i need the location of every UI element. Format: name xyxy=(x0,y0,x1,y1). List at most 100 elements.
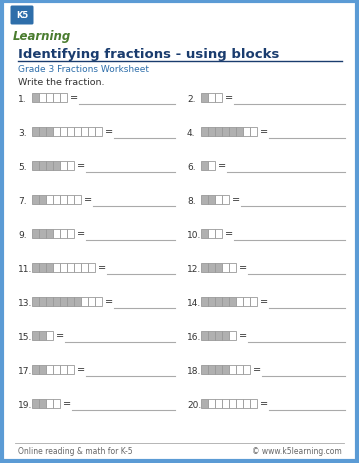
Bar xyxy=(60,162,67,171)
Bar xyxy=(236,128,243,137)
Bar xyxy=(32,162,39,171)
Bar xyxy=(39,230,46,238)
Bar xyxy=(39,263,46,272)
Text: 18.: 18. xyxy=(187,366,201,375)
Bar xyxy=(215,195,222,205)
Bar xyxy=(67,263,74,272)
Text: Learning: Learning xyxy=(13,30,71,43)
Text: =: = xyxy=(239,263,247,273)
Bar xyxy=(201,162,208,171)
Bar xyxy=(215,297,222,307)
Bar xyxy=(208,162,215,171)
Bar xyxy=(222,365,229,374)
Bar xyxy=(60,94,67,103)
Text: 1.: 1. xyxy=(18,95,27,104)
Bar xyxy=(60,195,67,205)
Bar xyxy=(208,195,215,205)
Bar xyxy=(222,195,229,205)
Text: K5: K5 xyxy=(16,12,28,20)
Text: 2.: 2. xyxy=(187,95,196,104)
Text: 9.: 9. xyxy=(18,231,27,239)
Text: =: = xyxy=(232,195,240,205)
Bar xyxy=(39,195,46,205)
Bar xyxy=(39,94,46,103)
Bar xyxy=(67,230,74,238)
Bar xyxy=(88,128,95,137)
Text: 12.: 12. xyxy=(187,264,201,274)
Bar xyxy=(243,365,250,374)
Bar xyxy=(229,263,236,272)
Bar xyxy=(201,332,208,340)
Bar xyxy=(201,195,208,205)
Bar xyxy=(46,94,53,103)
Bar xyxy=(208,365,215,374)
Bar xyxy=(229,332,236,340)
Bar xyxy=(46,297,53,307)
Bar xyxy=(208,263,215,272)
Bar xyxy=(53,365,60,374)
Bar xyxy=(53,230,60,238)
Bar xyxy=(81,128,88,137)
Text: © www.k5learning.com: © www.k5learning.com xyxy=(252,446,342,455)
Bar xyxy=(32,195,39,205)
Bar xyxy=(208,399,215,408)
Text: =: = xyxy=(77,161,85,171)
Bar xyxy=(215,94,222,103)
Bar xyxy=(243,399,250,408)
Bar xyxy=(32,263,39,272)
Text: =: = xyxy=(260,399,268,409)
Text: =: = xyxy=(260,297,268,307)
Text: 16.: 16. xyxy=(187,332,201,341)
Bar xyxy=(81,297,88,307)
Bar xyxy=(201,263,208,272)
Bar xyxy=(74,128,81,137)
Bar xyxy=(46,399,53,408)
Bar xyxy=(243,128,250,137)
Text: Grade 3 Fractions Worksheet: Grade 3 Fractions Worksheet xyxy=(18,65,149,74)
Bar xyxy=(39,332,46,340)
Bar xyxy=(60,365,67,374)
Bar xyxy=(74,263,81,272)
Bar xyxy=(53,162,60,171)
Text: Write the fraction.: Write the fraction. xyxy=(18,78,104,87)
Bar xyxy=(229,399,236,408)
Bar xyxy=(229,365,236,374)
Bar xyxy=(208,332,215,340)
Bar xyxy=(208,230,215,238)
Text: =: = xyxy=(56,331,64,341)
Text: =: = xyxy=(225,229,233,239)
Bar xyxy=(250,297,257,307)
Text: =: = xyxy=(105,127,113,137)
Bar xyxy=(215,230,222,238)
Bar xyxy=(215,332,222,340)
Bar xyxy=(32,297,39,307)
Bar xyxy=(222,128,229,137)
Text: 6.: 6. xyxy=(187,163,196,172)
Bar xyxy=(201,399,208,408)
Bar xyxy=(208,128,215,137)
Bar xyxy=(67,297,74,307)
Bar xyxy=(39,162,46,171)
Bar xyxy=(67,128,74,137)
Text: =: = xyxy=(239,331,247,341)
Bar xyxy=(250,128,257,137)
Bar xyxy=(39,128,46,137)
Text: =: = xyxy=(77,365,85,375)
Bar xyxy=(215,365,222,374)
Bar xyxy=(229,297,236,307)
Bar xyxy=(32,399,39,408)
Bar xyxy=(60,230,67,238)
Text: =: = xyxy=(63,399,71,409)
Bar xyxy=(88,297,95,307)
Bar xyxy=(201,128,208,137)
Bar xyxy=(201,365,208,374)
Bar xyxy=(53,94,60,103)
Bar xyxy=(236,365,243,374)
Text: 3.: 3. xyxy=(18,129,27,138)
Bar xyxy=(215,263,222,272)
Bar xyxy=(46,365,53,374)
Bar xyxy=(250,399,257,408)
Bar xyxy=(46,128,53,137)
Bar xyxy=(32,230,39,238)
Bar xyxy=(201,94,208,103)
